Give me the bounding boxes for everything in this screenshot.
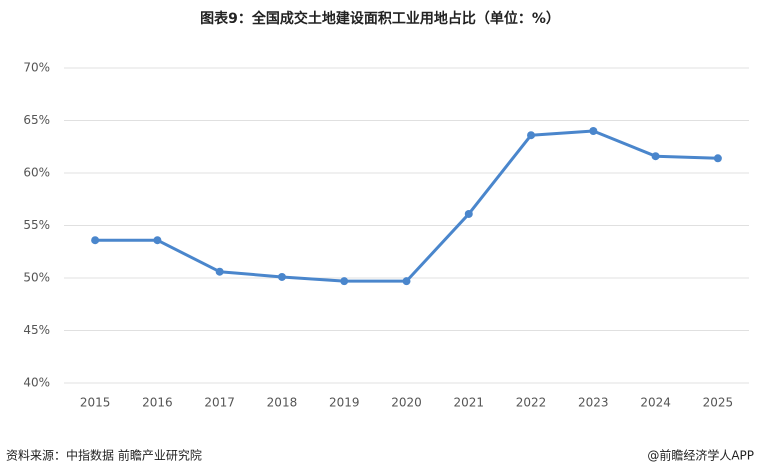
point — [91, 236, 100, 245]
point — [713, 154, 722, 163]
x-tick-label: 2023 — [578, 396, 609, 410]
chart-title: 图表9：全国成交土地建设面积工业用地占比（单位：%） — [200, 10, 560, 27]
x-tick-label: 2024 — [640, 396, 671, 410]
point — [340, 277, 349, 286]
line — [95, 129, 718, 283]
y-tick-label: 55% — [23, 218, 50, 232]
point — [589, 127, 598, 135]
point — [464, 209, 473, 218]
y-tick-label: 45% — [23, 323, 50, 337]
y-tick-label: 60% — [23, 166, 50, 180]
point — [402, 277, 411, 286]
x-tick-label: 2015 — [80, 396, 111, 410]
y-tick-label: 50% — [23, 271, 50, 285]
point — [651, 152, 660, 161]
x-tick-label: 2019 — [329, 396, 360, 410]
point — [527, 131, 536, 140]
point — [277, 272, 286, 281]
y-tick-label: 40% — [23, 376, 50, 390]
x-tick-label: 2025 — [703, 396, 734, 410]
y-tick-label: 70% — [23, 61, 50, 75]
source: 资料来源：中指数据 前瞻产业研究院 — [6, 448, 202, 463]
x-tick-label: 2021 — [453, 396, 484, 410]
credit: @前瞻经济学人APP — [647, 448, 754, 463]
point — [215, 267, 224, 276]
x-tick-label: 2020 — [391, 396, 422, 410]
point — [153, 236, 162, 245]
x-tick-label: 2016 — [142, 396, 173, 410]
x-tick-label: 2017 — [204, 396, 235, 410]
x-tick-label: 2022 — [516, 396, 547, 410]
x-tick-label: 2018 — [267, 396, 298, 410]
y-tick-label: 65% — [23, 113, 50, 127]
